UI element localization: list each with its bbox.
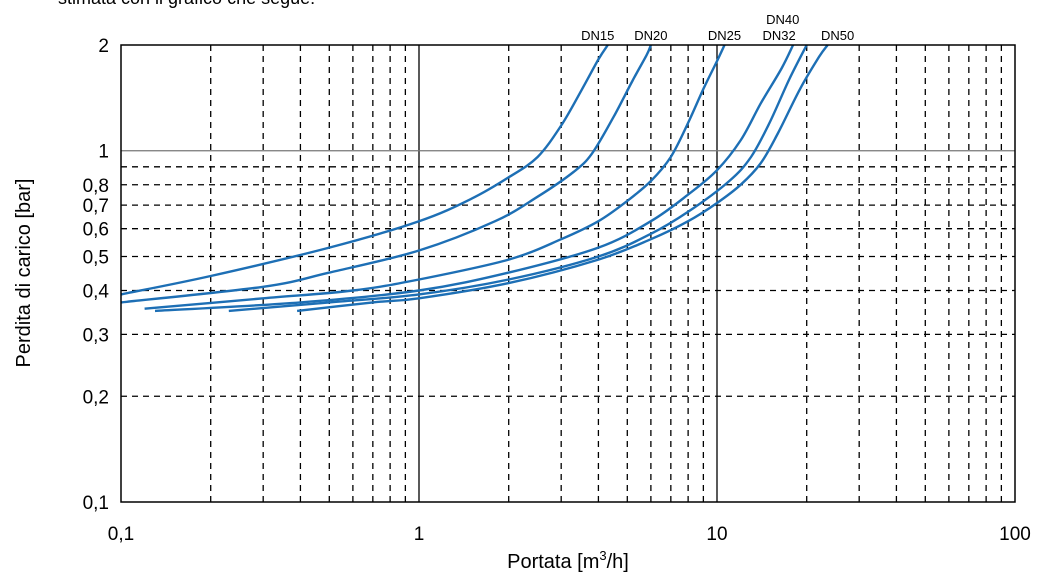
y-tick-label-5: 0,6 xyxy=(83,220,109,241)
y-tick-label-9: 2 xyxy=(98,36,109,57)
x-axis-title-main: Portata [m xyxy=(507,551,599,573)
plot-frame xyxy=(120,44,1016,503)
y-tick-label-0: 0,1 xyxy=(83,493,109,514)
x-tick-label-1: 1 xyxy=(414,524,425,545)
series-line-dn25 xyxy=(144,44,726,310)
grid xyxy=(121,45,1015,502)
series-line-dn32 xyxy=(154,44,795,313)
series-line-dn20 xyxy=(120,44,653,304)
tick-labels: 0,1 1 10 100 0,1 0,2 0,3 0,4 0,5 0,6 0,70,8 1 2 xyxy=(83,36,1031,545)
series-line-dn15 xyxy=(120,44,609,296)
y-tick-label-4: 0,5 xyxy=(83,247,109,268)
y-tick-label-3: 0,4 xyxy=(83,282,110,303)
x-axis-title: Portata [m3/h] xyxy=(507,548,629,573)
x-tick-label-0: 0,1 xyxy=(108,524,134,545)
series-line-dn40 xyxy=(228,44,808,313)
series-label-dn15: DN15 xyxy=(581,28,614,43)
y-tick-label-1: 0,2 xyxy=(83,387,109,408)
series-line-dn50 xyxy=(296,44,829,313)
x-axis-title-sup: 3 xyxy=(599,548,606,563)
y-tick-label-8: 1 xyxy=(98,142,109,163)
curves xyxy=(120,44,829,313)
y-tick-label-2: 0,3 xyxy=(83,325,109,346)
y-axis-title: Perdita di carico [bar] xyxy=(13,179,35,368)
y-tick-label-6: 0,7 xyxy=(83,196,109,217)
x-tick-label-2: 10 xyxy=(706,524,727,545)
series-label-dn50: DN50 xyxy=(821,28,854,43)
x-tick-label-3: 100 xyxy=(999,524,1031,545)
x-axis-title-tail: /h] xyxy=(607,551,629,573)
top-text: stimata con il grafico che segue: xyxy=(58,0,315,9)
series-label-dn25: DN25 xyxy=(708,28,741,43)
y-tick-label-7: 0,8 xyxy=(83,176,109,197)
series-label-dn40: DN40 xyxy=(766,12,799,27)
series-label-dn20: DN20 xyxy=(634,28,667,43)
series-label-dn32: DN32 xyxy=(762,28,795,43)
